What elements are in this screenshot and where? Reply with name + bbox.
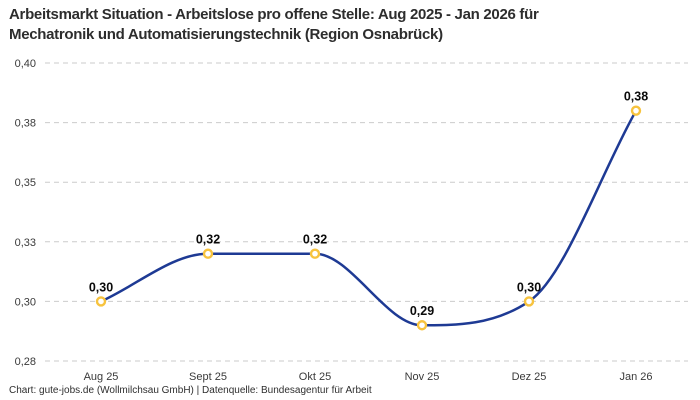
data-point-label: 0,32 [303, 233, 327, 247]
data-point-marker [202, 248, 214, 259]
y-axis-tick-label: 0,40 [15, 58, 36, 70]
x-axis-label: Jan 26 [619, 371, 652, 383]
data-point-label: 0,30 [89, 280, 113, 294]
data-point-marker [309, 248, 321, 259]
y-axis-tick-label: 0,33 [15, 237, 36, 249]
y-axis-tick-label: 0,28 [15, 356, 36, 368]
data-point-label: 0,30 [517, 280, 541, 294]
data-point-label: 0,38 [624, 90, 648, 104]
x-axis-label: Aug 25 [84, 371, 119, 383]
chart-source-attribution: Chart: gute-jobs.de (Wollmilchsau GmbH) … [9, 385, 372, 396]
chart-title-line2: Mechatronik und Automatisierungstechnik … [9, 26, 443, 43]
data-point-label: 0,29 [410, 304, 434, 318]
series-line [99, 109, 638, 327]
data-point-label: 0,32 [196, 233, 220, 247]
x-axis-label: Nov 25 [405, 371, 440, 383]
chart-title: Arbeitsmarkt Situation - Arbeitslose pro… [9, 5, 694, 45]
y-axis-tick-label: 0,30 [15, 296, 36, 308]
data-point-marker [523, 296, 535, 307]
data-point-marker [95, 296, 107, 307]
y-axis-tick-label: 0,35 [15, 177, 36, 189]
data-point-marker [416, 320, 428, 331]
data-point-marker [630, 105, 642, 116]
chart-title-line1: Arbeitsmarkt Situation - Arbeitslose pro… [9, 6, 539, 23]
x-axis-label: Dez 25 [512, 371, 547, 383]
y-axis-tick-label: 0,38 [15, 118, 36, 130]
x-axis-label: Sept 25 [189, 371, 227, 383]
x-axis-label: Okt 25 [299, 371, 331, 383]
